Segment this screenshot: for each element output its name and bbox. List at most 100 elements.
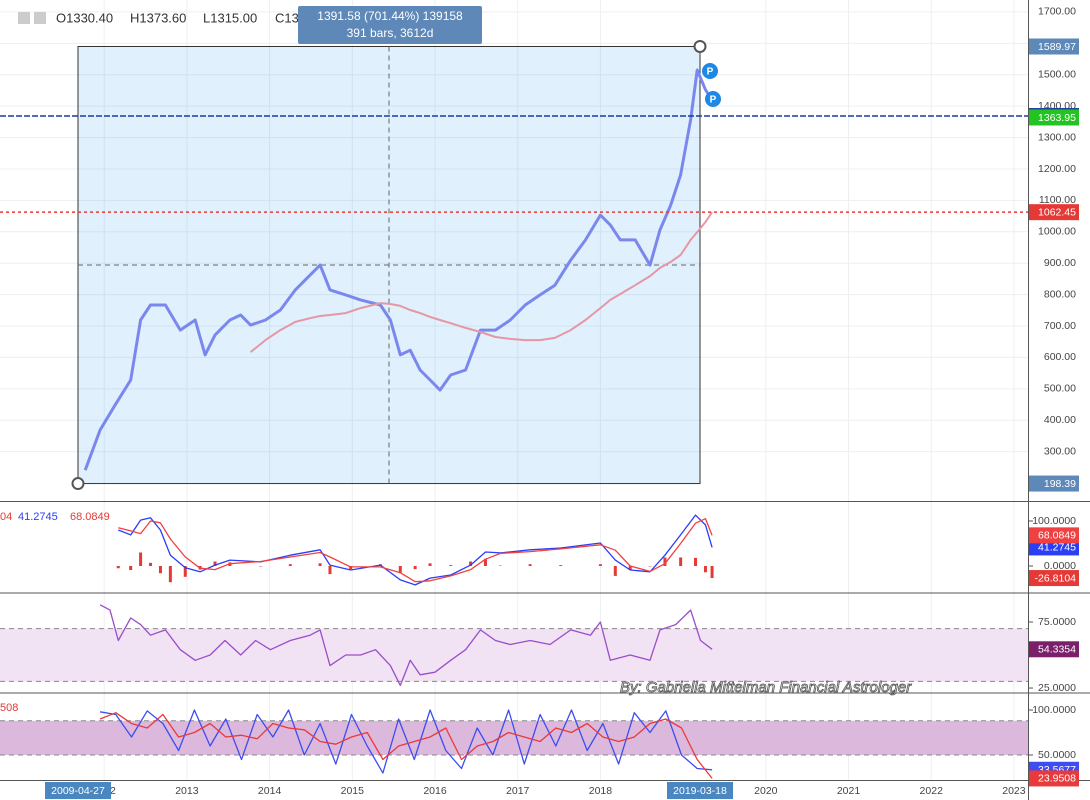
value-badge-label: 41.2745 <box>1038 542 1076 554</box>
histogram-bar <box>449 565 453 566</box>
x-tick-label: 2017 <box>506 785 530 797</box>
histogram-bar <box>703 565 707 573</box>
y-tick-label: 1300.00 <box>1038 131 1076 143</box>
y-tick-label: 500.00 <box>1044 383 1076 395</box>
series-line <box>99 712 713 779</box>
histogram-bar <box>710 565 714 579</box>
value-badge-label: 198.39 <box>1044 478 1076 490</box>
watermark: By: Gabriella Mittelman Financial Astrol… <box>620 679 912 696</box>
histogram-bar <box>328 565 332 575</box>
y-tick-label: 600.00 <box>1044 351 1076 363</box>
y-tick-label: 100.0000 <box>1032 515 1076 527</box>
band <box>0 628 1028 682</box>
histogram-bar <box>318 563 322 566</box>
x-tick-label: 2015 <box>341 785 365 797</box>
value-badge <box>1029 539 1079 556</box>
value-badge <box>1029 109 1079 126</box>
histogram-bar <box>559 565 563 566</box>
series-line <box>118 514 713 586</box>
price-pane <box>77 45 714 485</box>
histogram-bar <box>398 565 402 574</box>
histogram-bar <box>413 565 417 570</box>
y-tick-label: 800.00 <box>1044 288 1076 300</box>
y-tick-label: 1100.00 <box>1039 194 1076 206</box>
x-tick-label: 2020 <box>754 785 778 797</box>
histogram-bar <box>428 563 432 566</box>
histogram-bar <box>679 557 683 566</box>
x-tick-label: 2022 <box>920 785 944 797</box>
measure-tooltip <box>298 6 482 44</box>
histogram-bar <box>168 565 172 583</box>
y-tick-label: 0.0000 <box>1044 560 1076 572</box>
date-badge <box>667 782 733 799</box>
histogram-bar <box>613 565 617 576</box>
histogram-bar <box>483 558 487 566</box>
y-tick-label: 25.0000 <box>1038 682 1076 694</box>
date-label: 2009-04-27 <box>51 785 105 797</box>
p-markers: P P <box>702 63 721 107</box>
y-tick-label: 50.0000 <box>1038 749 1076 761</box>
histogram-bar <box>139 552 143 566</box>
y-tick-label: 300.00 <box>1044 445 1076 457</box>
value-badge <box>1029 570 1079 587</box>
p-marker <box>702 63 718 79</box>
value-badge-label: 1062.45 <box>1038 206 1076 218</box>
histogram-bar <box>694 557 698 566</box>
histogram-bar <box>288 564 292 566</box>
x-tick-label: 2023 <box>1002 785 1026 797</box>
legend-value: 41.2745 <box>18 511 58 523</box>
legend-value: 68.0849 <box>70 511 110 523</box>
histogram-bar <box>129 565 133 571</box>
icon <box>18 12 30 24</box>
histogram-bar <box>213 561 217 566</box>
ohlc-open: O1330.40 <box>56 10 113 25</box>
measure-sublabel: 391 bars, 3612d <box>347 26 434 40</box>
histogram-bar <box>469 561 473 566</box>
value-badge <box>1029 770 1079 787</box>
value-badge <box>1029 641 1079 658</box>
pane-legends: 04 41.2745 68.0849 508 By: Gabriella Mit… <box>0 511 913 714</box>
x-tick-label: 2018 <box>589 785 613 797</box>
series-line <box>249 211 713 353</box>
value-badge-label: 1589.97 <box>1038 41 1076 53</box>
measure-label: 1391.58 (701.44%) 139158 <box>317 9 463 23</box>
series-line <box>99 604 713 687</box>
legend-value: 04 <box>0 511 12 523</box>
macd-pane <box>116 514 714 586</box>
band <box>0 720 1028 755</box>
y-tick-label: 400.00 <box>1044 414 1076 426</box>
histogram-bar <box>349 565 353 570</box>
series-line <box>118 518 713 583</box>
series-line <box>83 68 714 471</box>
value-badge-label: 54.3354 <box>1038 644 1076 656</box>
overlay: 1391.58 (701.44%) 139158 391 bars, 3612d <box>0 6 1028 491</box>
x-tick-label: 2014 <box>258 785 282 797</box>
value-badge-label: -26.8104 <box>1035 572 1077 584</box>
histogram-bar <box>598 564 602 566</box>
y-tick-label: 1500.00 <box>1038 69 1076 81</box>
measure-handle <box>71 477 85 491</box>
rsi-pane <box>0 604 1028 687</box>
histogram-bar <box>528 564 532 566</box>
date-badge <box>45 782 111 799</box>
histogram-bar <box>628 565 632 571</box>
value-badge <box>1029 475 1079 492</box>
y-tick-label: 1700.00 <box>1038 6 1076 18</box>
value-badge <box>1029 38 1079 55</box>
ohlc-low: L1315.00 <box>203 10 257 25</box>
y-tick-label: 100.0000 <box>1032 704 1076 716</box>
p-marker-label: P <box>710 95 717 106</box>
y-tick-label: 1200.00 <box>1038 163 1076 175</box>
value-badge-label: 23.9508 <box>1038 773 1076 785</box>
measure-handle <box>693 39 707 53</box>
histogram-bar <box>116 565 120 569</box>
value-badge <box>1029 527 1079 544</box>
value-badge <box>1029 204 1079 221</box>
x-tick-label: 2021 <box>837 785 861 797</box>
x-tick-label: 2013 <box>175 785 199 797</box>
stoch-pane <box>0 709 1028 779</box>
ohlc-high: H1373.60 <box>130 10 186 25</box>
header: O1330.40 H1373.60 L1315.00 C1363.95 <box>18 10 331 25</box>
axes: 2012201320142015201620172018202020212022… <box>45 6 1079 799</box>
